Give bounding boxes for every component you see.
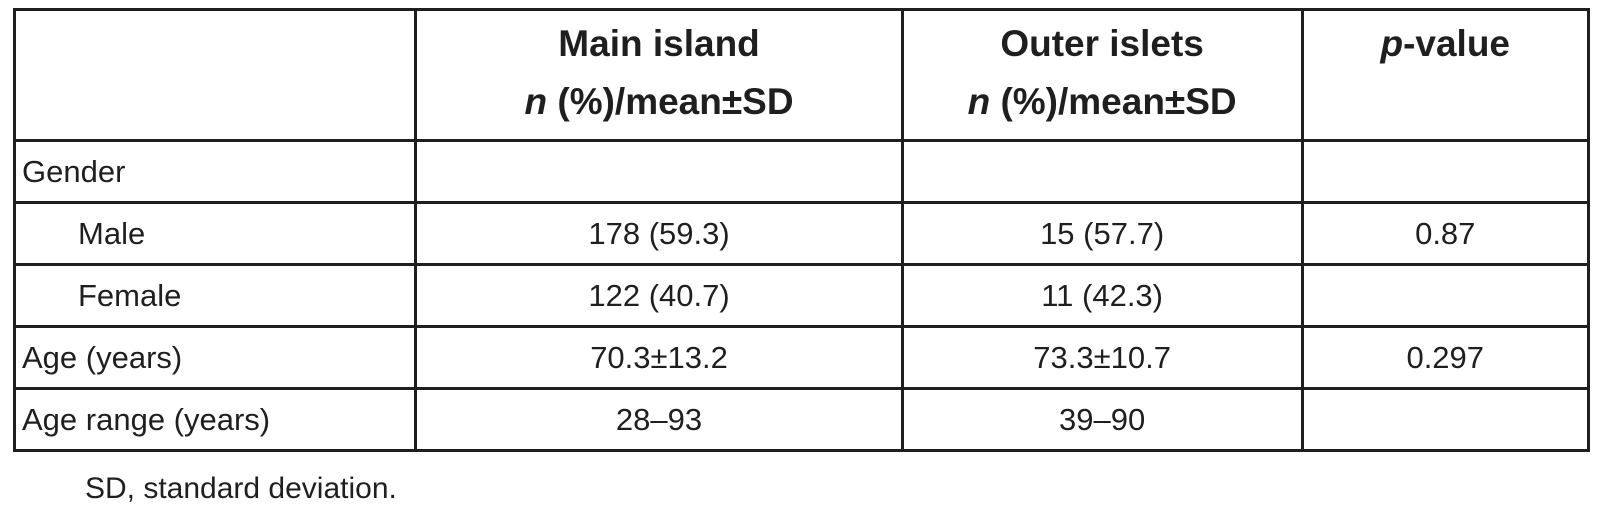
row-label: Female	[12, 263, 418, 328]
table-row-gender: Gender	[12, 139, 1590, 204]
table-row-male: Male 178 (59.3) 15 (57.7) 0.87	[12, 201, 1590, 266]
header-empty-cell	[12, 8, 418, 142]
row-label: Gender	[12, 139, 418, 204]
cell-main-island: 70.3±13.2	[414, 325, 904, 390]
row-label: Male	[12, 201, 418, 266]
row-label: Age (years)	[12, 325, 418, 390]
header-outer-islets: Outer islets n (%)/mean±SD	[900, 8, 1304, 142]
cell-p-value	[1300, 139, 1590, 204]
header-p-value: p-value	[1300, 8, 1590, 142]
cell-p-value: 0.297	[1300, 325, 1590, 390]
table-row-age-range: Age range (years) 28–93 39–90	[12, 387, 1590, 452]
cell-main-island: 178 (59.3)	[414, 201, 904, 266]
cell-p-value	[1300, 263, 1590, 328]
row-label: Age range (years)	[12, 387, 418, 452]
n-symbol: n	[524, 81, 548, 122]
header-p-value-text: p-value	[1310, 15, 1582, 73]
document-page: Main island n (%)/mean±SD Outer islets n…	[12, 8, 1590, 452]
cell-main-island: 122 (40.7)	[414, 263, 904, 328]
stat-unit-text: (%)/mean±SD	[547, 81, 794, 122]
n-symbol: n	[967, 81, 991, 122]
cell-outer-islets: 39–90	[900, 387, 1304, 452]
table-row-female: Female 122 (40.7) 11 (42.3)	[12, 263, 1590, 328]
header-outer-islets-stat: n (%)/mean±SD	[910, 73, 1295, 131]
cell-outer-islets: 11 (42.3)	[900, 263, 1304, 328]
table-header-row: Main island n (%)/mean±SD Outer islets n…	[12, 8, 1590, 142]
p-symbol: p	[1380, 23, 1404, 64]
stat-unit-text: (%)/mean±SD	[990, 81, 1237, 122]
header-main-island-title: Main island	[558, 23, 760, 64]
cell-outer-islets: 15 (57.7)	[900, 201, 1304, 266]
table-row-age: Age (years) 70.3±13.2 73.3±10.7 0.297	[12, 325, 1590, 390]
cell-main-island	[414, 139, 904, 204]
cell-outer-islets	[900, 139, 1304, 204]
cell-main-island: 28–93	[414, 387, 904, 452]
header-main-island-stat: n (%)/mean±SD	[423, 73, 894, 131]
cell-p-value: 0.87	[1300, 201, 1590, 266]
p-value-suffix: -value	[1403, 23, 1511, 64]
cell-p-value	[1300, 387, 1590, 452]
header-outer-islets-title: Outer islets	[1000, 23, 1204, 64]
cell-outer-islets: 73.3±10.7	[900, 325, 1304, 390]
header-main-island: Main island n (%)/mean±SD	[414, 8, 904, 142]
demographics-table: Main island n (%)/mean±SD Outer islets n…	[12, 8, 1590, 452]
table-footnote: SD, standard deviation.	[85, 472, 397, 505]
